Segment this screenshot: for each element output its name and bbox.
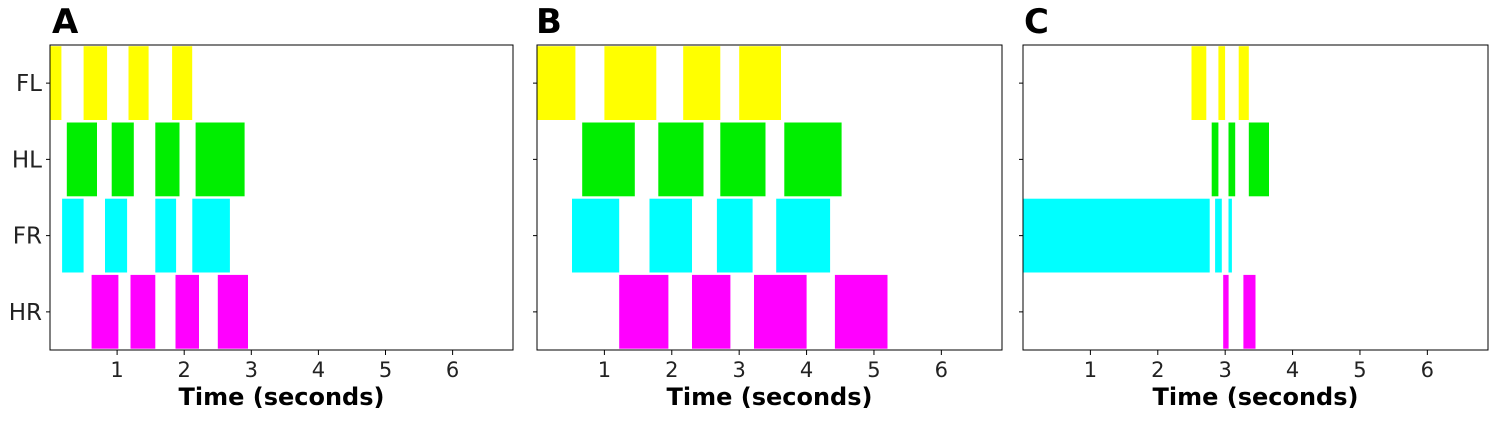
- xtick-label-c-6: 6: [1421, 358, 1434, 382]
- bar-c-hl-1: [1212, 123, 1219, 197]
- bar-c-fr-3: [1229, 199, 1232, 273]
- bar-c-fl-3: [1239, 46, 1249, 120]
- bar-b-fr-4: [776, 199, 830, 273]
- bar-c-hr-1: [1223, 275, 1228, 349]
- xtick-label-a-2: 2: [178, 358, 191, 382]
- xlabel-b: Time (seconds): [666, 383, 872, 411]
- panel-letter-a: A: [52, 2, 79, 42]
- bar-a-hl-3: [155, 123, 179, 197]
- xtick-label-c-5: 5: [1353, 358, 1366, 382]
- xtick-label-a-1: 1: [110, 358, 123, 382]
- bar-c-fr-2: [1215, 199, 1222, 273]
- bar-b-fr-2: [650, 199, 693, 273]
- bar-b-fl-4: [739, 46, 781, 120]
- bar-a-fl-1: [50, 46, 61, 120]
- bar-b-hl-1: [582, 123, 635, 197]
- bar-b-hl-4: [784, 123, 841, 197]
- panel-letter-b: B: [536, 2, 562, 42]
- bar-a-fr-1: [62, 199, 84, 273]
- bar-a-fl-3: [129, 46, 149, 120]
- bar-a-fl-2: [84, 46, 108, 120]
- xtick-label-b-4: 4: [800, 358, 813, 382]
- bar-a-fr-4: [192, 199, 230, 273]
- xtick-label-a-3: 3: [245, 358, 258, 382]
- xlabel-c: Time (seconds): [1152, 383, 1358, 411]
- bar-b-fl-2: [604, 46, 656, 120]
- xtick-label-a-4: 4: [312, 358, 325, 382]
- xtick-label-b-5: 5: [867, 358, 880, 382]
- bar-b-fl-1: [537, 46, 575, 120]
- axes-frame-a: [50, 45, 513, 350]
- bar-b-fl-3: [683, 46, 720, 120]
- bar-c-hr-2: [1243, 275, 1255, 349]
- bar-a-fr-3: [155, 199, 176, 273]
- bar-b-hr-4: [835, 275, 888, 349]
- bar-b-fr-3: [717, 199, 753, 273]
- bar-a-hr-3: [176, 275, 200, 349]
- bar-c-fl-1: [1192, 46, 1207, 120]
- bar-c-hl-3: [1249, 123, 1269, 197]
- bar-a-hl-2: [112, 123, 134, 197]
- bar-c-hl-2: [1229, 123, 1236, 197]
- bar-a-hr-4: [218, 275, 248, 349]
- xtick-label-b-3: 3: [732, 358, 745, 382]
- bar-a-hr-1: [92, 275, 119, 349]
- bar-b-hr-1: [619, 275, 668, 349]
- bar-a-fl-4: [172, 46, 192, 120]
- row-label-hl: HL: [12, 147, 42, 173]
- row-label-fl: FL: [16, 71, 42, 97]
- bar-a-hr-2: [131, 275, 156, 349]
- bar-b-fr-1: [572, 199, 619, 273]
- xtick-label-a-6: 6: [446, 358, 459, 382]
- xlabel-a: Time (seconds): [178, 383, 384, 411]
- xtick-label-b-1: 1: [598, 358, 611, 382]
- xtick-label-a-5: 5: [379, 358, 392, 382]
- row-label-fr: FR: [13, 224, 42, 250]
- xtick-label-c-2: 2: [1151, 358, 1164, 382]
- bar-c-fl-2: [1218, 46, 1225, 120]
- bar-c-fr-1: [1023, 199, 1210, 273]
- bar-a-hl-1: [67, 123, 97, 197]
- panel-letter-c: C: [1024, 2, 1049, 42]
- bar-b-hl-2: [658, 123, 703, 197]
- xtick-label-c-1: 1: [1084, 358, 1097, 382]
- xtick-label-b-6: 6: [935, 358, 948, 382]
- bar-b-hr-3: [754, 275, 807, 349]
- xtick-label-c-3: 3: [1218, 358, 1231, 382]
- bar-b-hl-3: [720, 123, 765, 197]
- xtick-label-b-2: 2: [665, 358, 678, 382]
- bar-b-hr-2: [692, 275, 730, 349]
- bar-a-fr-2: [105, 199, 127, 273]
- xtick-label-c-4: 4: [1286, 358, 1299, 382]
- bar-a-hl-4: [196, 123, 245, 197]
- row-label-hr: HR: [9, 300, 42, 326]
